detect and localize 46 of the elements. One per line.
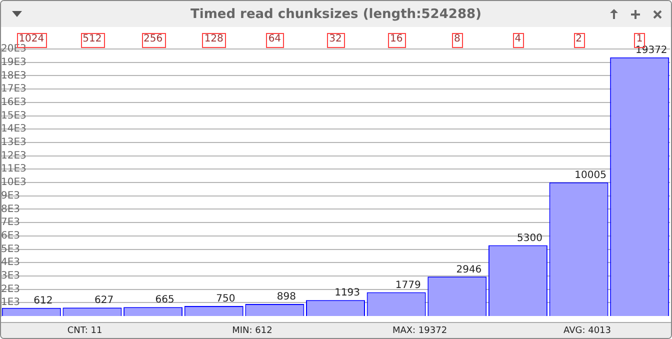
data-label: 612: [34, 295, 53, 306]
x-tick-label: 1024: [18, 34, 44, 45]
y-tick-label: 3E3: [1, 270, 20, 282]
y-tick-label: 18E3: [1, 70, 26, 82]
y-tick-label: 7E3: [1, 217, 20, 228]
data-label: 1779: [395, 280, 421, 291]
y-tick-label: 17E3: [1, 84, 26, 95]
y-tick-label: 16E3: [1, 96, 26, 108]
y-tick-label: 5E3: [1, 244, 20, 255]
x-tick-label: 512: [82, 34, 102, 45]
y-tick-label: 2E3: [1, 284, 20, 295]
y-tick-label: 9E3: [1, 190, 20, 202]
text: AVG: 4013: [562, 326, 612, 336]
x-tick-label: 256: [144, 34, 163, 45]
x-tick-label: 2: [576, 34, 582, 45]
data-label: 627: [94, 295, 114, 306]
x-tick-label: 16: [390, 34, 403, 45]
x-tick-label: 32: [329, 34, 342, 45]
y-tick-label: 11E3: [1, 164, 26, 175]
y-tick-label: 14E3: [1, 124, 26, 135]
data-label: 19372: [635, 44, 668, 56]
chart-title: Timed read chunksizes (length:524288): [190, 6, 482, 22]
y-tick-label: 1E3: [1, 297, 20, 308]
data-label: 665: [155, 294, 174, 306]
y-tick-label: 19E3: [1, 56, 26, 68]
y-tick-label: 12E3: [1, 150, 26, 162]
x-tick-label: 1: [636, 34, 643, 45]
y-tick-label: 13E3: [1, 137, 26, 148]
data-label: 10005: [574, 170, 606, 182]
y-tick-label: 15E3: [1, 110, 26, 122]
data-label: 898: [276, 292, 296, 303]
y-tick-label: 4E3: [1, 257, 20, 268]
y-tick-label: 8E3: [1, 204, 20, 215]
y-tick-label: 10E3: [1, 177, 26, 188]
x-tick-label: 128: [204, 34, 224, 45]
x-tick-label: 64: [268, 34, 282, 45]
x-tick-label: 8: [454, 34, 460, 45]
text: MIN: 612: [231, 326, 274, 336]
x-tick-label: 4: [514, 34, 522, 45]
y-tick-label: 6E3: [1, 230, 20, 242]
text: CNT: 11: [66, 326, 104, 336]
data-label: 5300: [517, 232, 542, 244]
data-label: 2946: [456, 264, 482, 276]
data-label: 1193: [334, 288, 360, 299]
text: MAX: 19372: [391, 326, 448, 336]
data-label: 750: [216, 294, 236, 305]
